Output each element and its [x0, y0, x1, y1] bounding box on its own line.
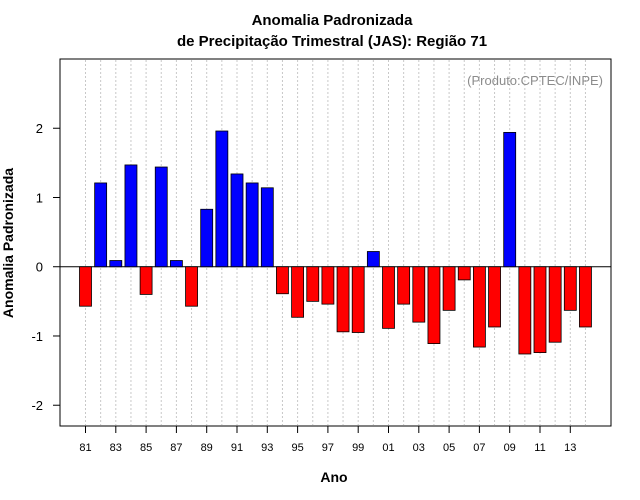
x-tick-label: 87	[170, 442, 182, 454]
x-tick-label: 09	[504, 442, 516, 454]
y-axis: -2 -1 0 1 2	[31, 121, 60, 413]
bar-13	[563, 266, 577, 311]
x-axis: 81 83 85 87 89 91 93 95 97 99 01 03 05 07 09 11 13	[79, 426, 576, 454]
chart-subtitle: de Precipitação Trimestral (JAS): Região…	[177, 33, 487, 50]
x-tick-label: 05	[443, 442, 455, 454]
x-tick-label: 85	[140, 442, 152, 454]
bar-99	[351, 266, 365, 333]
bar-05	[442, 266, 456, 311]
x-tick-label: 13	[564, 442, 576, 454]
bar-83	[109, 260, 123, 268]
bar-85	[139, 266, 153, 295]
bar-12	[548, 266, 562, 343]
x-tick-label: 91	[231, 442, 243, 454]
bar-84	[124, 164, 138, 268]
bar-09	[503, 131, 517, 268]
bar-96	[306, 266, 320, 302]
bar-94	[276, 266, 289, 295]
bar-86	[154, 166, 168, 268]
bar-03	[412, 266, 426, 323]
vertical-gridlines	[85, 60, 586, 425]
bar-95	[291, 266, 305, 318]
bar-87	[169, 260, 183, 268]
x-axis-label: Ano	[320, 469, 347, 485]
bar-series	[79, 130, 592, 355]
x-tick-label: 93	[261, 442, 273, 454]
bar-98	[336, 266, 350, 333]
bar-88	[185, 266, 198, 307]
bar-93	[260, 187, 274, 268]
x-tick-label: 99	[352, 442, 364, 454]
bar-08	[488, 266, 501, 328]
source-annotation: (Produto:CPTEC/INPE)	[467, 73, 603, 88]
bar-90	[215, 130, 229, 268]
y-tick-label: 1	[36, 190, 43, 205]
bar-97	[321, 266, 335, 305]
x-tick-label: 11	[534, 442, 545, 454]
x-tick-label: 97	[322, 442, 334, 454]
y-tick-label: 2	[36, 121, 43, 136]
bar-00	[366, 251, 380, 268]
x-tick-label: 81	[79, 442, 91, 454]
y-axis-label: Anomalia Padronizada	[0, 168, 16, 318]
bar-10	[518, 266, 532, 355]
bar-91	[230, 173, 244, 268]
x-tick-label: 89	[201, 442, 213, 454]
plot-frame	[59, 58, 612, 427]
bar-01	[382, 266, 395, 329]
y-tick-label: -1	[31, 329, 43, 344]
x-tick-label: 83	[110, 442, 122, 454]
x-tick-label: 95	[291, 442, 303, 454]
bar-81	[79, 266, 92, 307]
bar-04	[427, 266, 441, 344]
bar-06	[457, 266, 471, 281]
x-tick-label: 03	[413, 442, 425, 454]
bar-82	[94, 182, 108, 268]
bar-07	[472, 266, 486, 348]
bar-14	[579, 266, 592, 328]
y-tick-label: -2	[31, 398, 43, 413]
chart-title: Anomalia Padronizada	[252, 12, 414, 29]
x-tick-label: 07	[473, 442, 485, 454]
bar-89	[200, 208, 214, 268]
y-tick-label: 0	[36, 260, 43, 275]
bar-11	[533, 266, 547, 353]
x-tick-label: 01	[382, 442, 394, 454]
bar-92	[245, 182, 259, 268]
bar-02	[397, 266, 411, 305]
